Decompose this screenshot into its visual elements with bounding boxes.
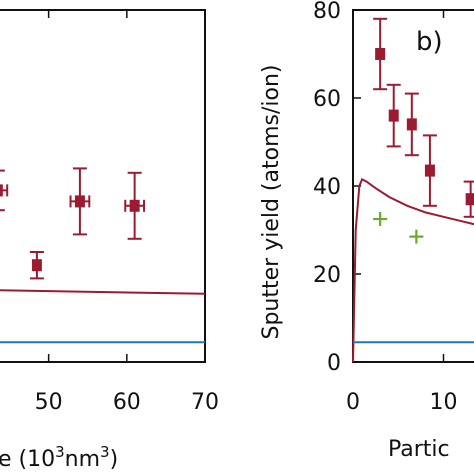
y-tick-label: 60 xyxy=(313,87,341,112)
left-x-ticks: 40506070 xyxy=(35,10,219,415)
data-point xyxy=(406,118,417,131)
y-tick-label: 40 xyxy=(313,175,341,200)
model-curve xyxy=(352,178,474,363)
x-tick-label: 50 xyxy=(35,390,63,415)
model-curve xyxy=(0,289,206,295)
x-tick-label: 0 xyxy=(346,390,360,415)
data-point xyxy=(465,193,474,206)
right-y-axis-label: Sputter yield (atoms/ion) xyxy=(259,65,284,340)
y-tick-label: 80 xyxy=(313,0,341,24)
left-x-axis-label: e (103nm3) xyxy=(0,443,118,472)
data-point xyxy=(375,48,386,60)
data-point xyxy=(31,259,42,272)
right-plot-area xyxy=(352,17,474,363)
x-tick-label: 60 xyxy=(113,390,141,415)
data-point xyxy=(424,164,435,177)
data-point xyxy=(0,184,3,197)
x-tick-label: 70 xyxy=(191,390,219,415)
panel-label: b) xyxy=(416,27,443,57)
left-panel: 40506070 e (103nm3) xyxy=(0,9,219,472)
x-tick-label: 10 xyxy=(430,390,458,415)
data-point xyxy=(74,195,85,208)
y-tick-label: 0 xyxy=(327,351,341,376)
data-point xyxy=(129,199,140,212)
data-point xyxy=(388,109,399,122)
right-y-ticks: 0 20 40 60 80 xyxy=(313,0,361,376)
right-x-ticks: 0102 xyxy=(346,10,458,415)
left-plot-area xyxy=(0,167,206,344)
left-axis-frame xyxy=(0,9,206,363)
y-tick-label: 20 xyxy=(313,263,341,288)
right-x-axis-label: Partic xyxy=(388,437,450,462)
